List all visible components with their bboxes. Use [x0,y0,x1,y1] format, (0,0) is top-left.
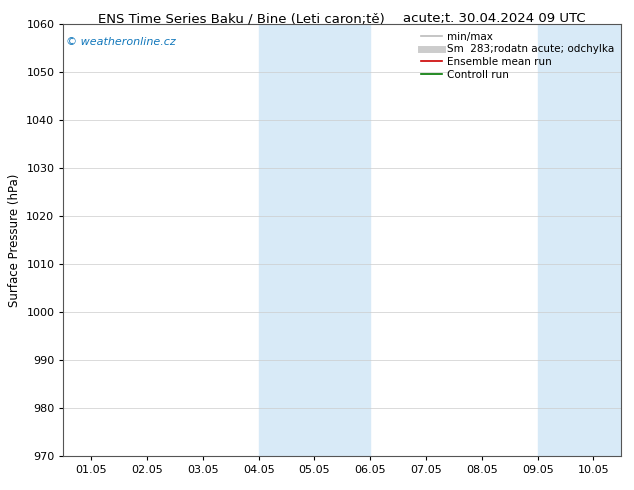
Text: © weatheronline.cz: © weatheronline.cz [66,37,176,48]
Text: acute;t. 30.04.2024 09 UTC: acute;t. 30.04.2024 09 UTC [403,12,586,25]
Legend: min/max, Sm  283;rodatn acute; odchylka, Ensemble mean run, Controll run: min/max, Sm 283;rodatn acute; odchylka, … [418,30,616,82]
Bar [538,24,621,456]
Text: ENS Time Series Baku / Bine (Leti caron;tě): ENS Time Series Baku / Bine (Leti caron;… [98,12,384,25]
Y-axis label: Surface Pressure (hPa): Surface Pressure (hPa) [8,173,21,307]
Bar [259,24,370,456]
